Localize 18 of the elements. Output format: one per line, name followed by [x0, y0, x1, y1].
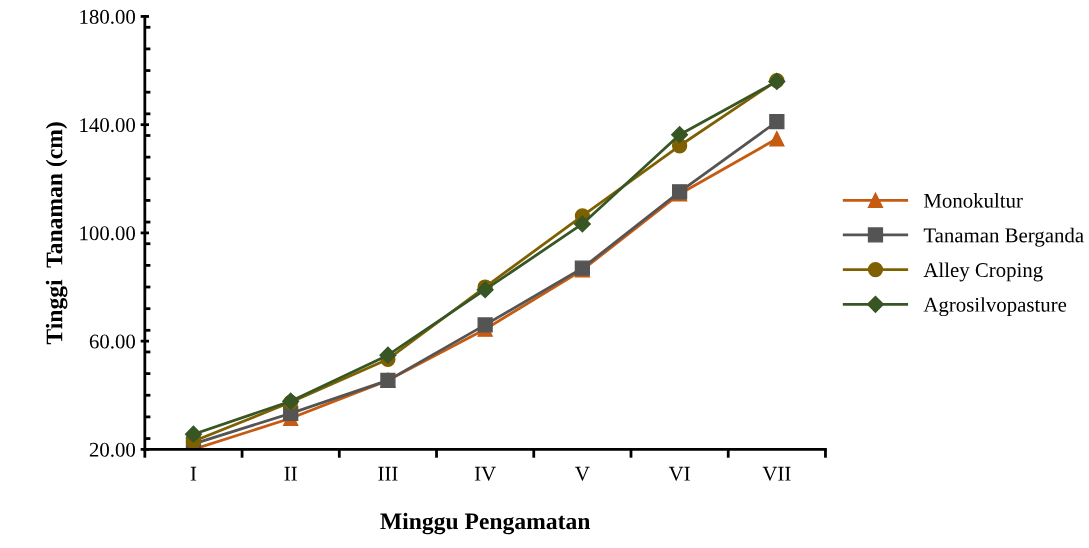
- y-tick-label: 60.00: [89, 334, 136, 349]
- x-tick-label: III: [378, 466, 398, 481]
- legend-label: Tanaman Berganda: [923, 227, 1084, 247]
- legend-label: Monokultur: [923, 193, 1023, 208]
- x-tick-label: IV: [474, 466, 496, 481]
- x-axis-title: Minggu Pengamatan: [380, 512, 591, 535]
- y-tick-label: 100.00: [80, 226, 136, 241]
- x-tick-label: I: [190, 466, 197, 481]
- x-tick-label: II: [284, 466, 297, 481]
- y-tick-label: 140.00: [80, 118, 136, 133]
- x-tick-label: VII: [762, 466, 791, 481]
- y-axis-title: Tinggi Tanaman (cm): [45, 122, 68, 345]
- y-tick-label: 20.00: [89, 442, 136, 457]
- x-tick-label: VI: [668, 466, 690, 481]
- legend-label: Alley Croping: [923, 262, 1043, 282]
- legend-label: Agrosilvopasture: [923, 297, 1067, 317]
- x-tick-label: V: [575, 466, 590, 481]
- y-tick-label: 180.00: [80, 9, 136, 24]
